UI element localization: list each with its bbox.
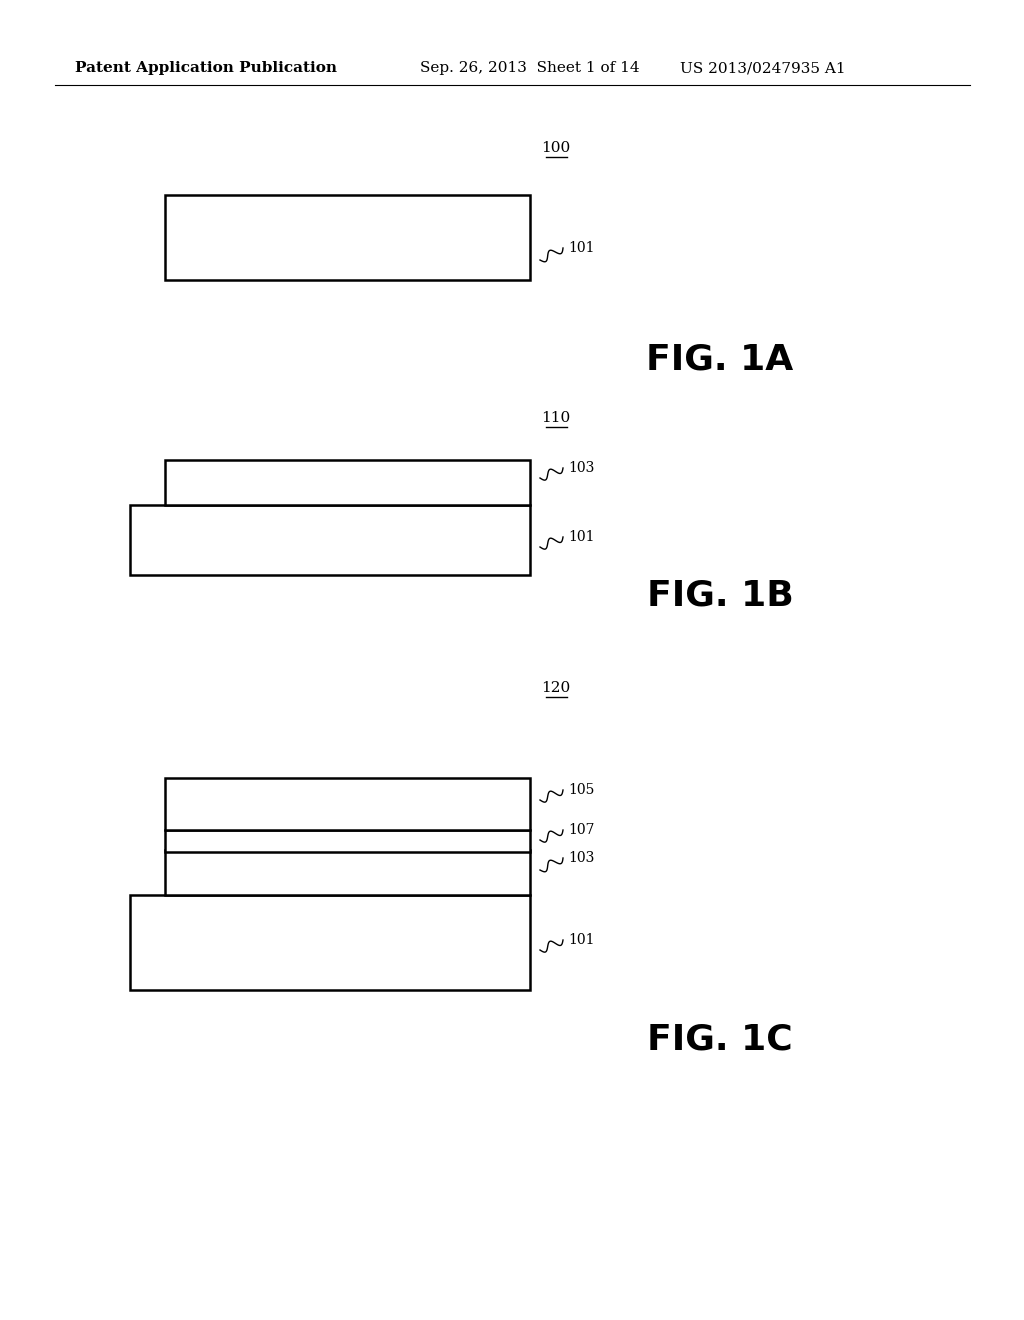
- Text: US 2013/0247935 A1: US 2013/0247935 A1: [680, 61, 846, 75]
- Bar: [130, 895, 530, 990]
- Bar: [130, 506, 530, 576]
- Text: 105: 105: [568, 783, 594, 797]
- Text: 101: 101: [568, 242, 595, 255]
- Text: 103: 103: [568, 461, 594, 475]
- Text: 103: 103: [568, 851, 594, 865]
- Text: 107: 107: [568, 822, 595, 837]
- Text: FIG. 1C: FIG. 1C: [647, 1023, 793, 1057]
- Bar: [165, 777, 530, 830]
- Text: 110: 110: [542, 411, 570, 425]
- Bar: [165, 195, 530, 280]
- Bar: [165, 459, 530, 506]
- Text: 101: 101: [568, 933, 595, 946]
- Text: 120: 120: [542, 681, 570, 696]
- Bar: [165, 830, 530, 851]
- Text: FIG. 1B: FIG. 1B: [646, 578, 794, 612]
- Text: Sep. 26, 2013  Sheet 1 of 14: Sep. 26, 2013 Sheet 1 of 14: [420, 61, 640, 75]
- Text: Patent Application Publication: Patent Application Publication: [75, 61, 337, 75]
- Bar: [165, 850, 530, 895]
- Text: FIG. 1A: FIG. 1A: [646, 343, 794, 378]
- Text: 101: 101: [568, 531, 595, 544]
- Text: 100: 100: [542, 141, 570, 154]
